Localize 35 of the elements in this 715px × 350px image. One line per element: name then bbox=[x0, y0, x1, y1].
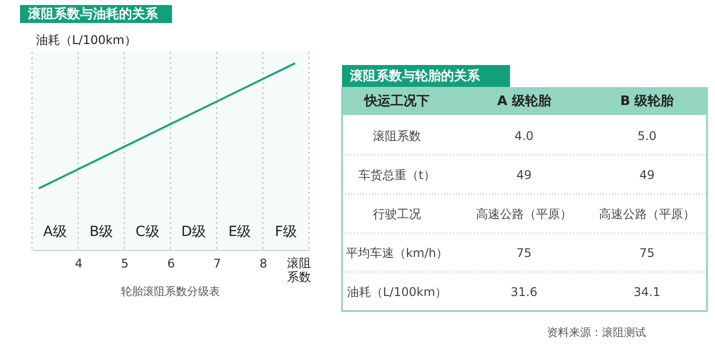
x-tick-label: 5 bbox=[121, 256, 129, 270]
text: B 级轮胎 bbox=[620, 94, 675, 109]
text: 49 bbox=[516, 168, 532, 182]
text: 资料来源：滚阻测试 bbox=[547, 326, 646, 339]
band-label: D级 bbox=[181, 224, 206, 240]
text: 75 bbox=[516, 246, 532, 260]
text: 滚阻系数与轮胎的关系 bbox=[349, 68, 481, 84]
text: 油耗（L/100km） bbox=[346, 285, 448, 299]
text: 快运工况下 bbox=[364, 93, 430, 109]
text: 高速公路（平原） bbox=[476, 207, 572, 221]
band-label: C级 bbox=[136, 224, 160, 240]
text: 滚阻系数 bbox=[373, 129, 421, 143]
text: 行驶工况 bbox=[373, 207, 421, 221]
text: 4.0 bbox=[514, 129, 534, 143]
band-label: E级 bbox=[228, 224, 252, 240]
text: 75 bbox=[639, 246, 655, 260]
x-axis-title: 滚阻系数 bbox=[287, 256, 311, 284]
text: 31.6 bbox=[510, 285, 538, 299]
text: 平均车速（km/h） bbox=[346, 246, 448, 260]
chart-title: 滚阻系数与油耗的关系 bbox=[27, 6, 159, 22]
band-label: A级 bbox=[43, 224, 67, 240]
x-tick-label: 4 bbox=[74, 256, 82, 270]
text: 49 bbox=[639, 168, 655, 182]
text: 高速公路（平原） bbox=[599, 207, 695, 221]
text: 车货总重（t） bbox=[358, 168, 436, 182]
y-axis-title: 油耗（L/100km） bbox=[36, 33, 136, 47]
text: 34.1 bbox=[634, 285, 660, 299]
text: 轮胎滚阻系数分级表 bbox=[121, 285, 220, 298]
band-label: B级 bbox=[89, 224, 114, 240]
x-tick-label: 8 bbox=[260, 256, 268, 270]
x-tick-label: 6 bbox=[167, 256, 175, 270]
x-tick-label: 7 bbox=[213, 256, 221, 270]
band-label: F级 bbox=[274, 224, 297, 240]
text: A 级轮胎 bbox=[497, 94, 552, 109]
text: 5.0 bbox=[637, 129, 657, 143]
